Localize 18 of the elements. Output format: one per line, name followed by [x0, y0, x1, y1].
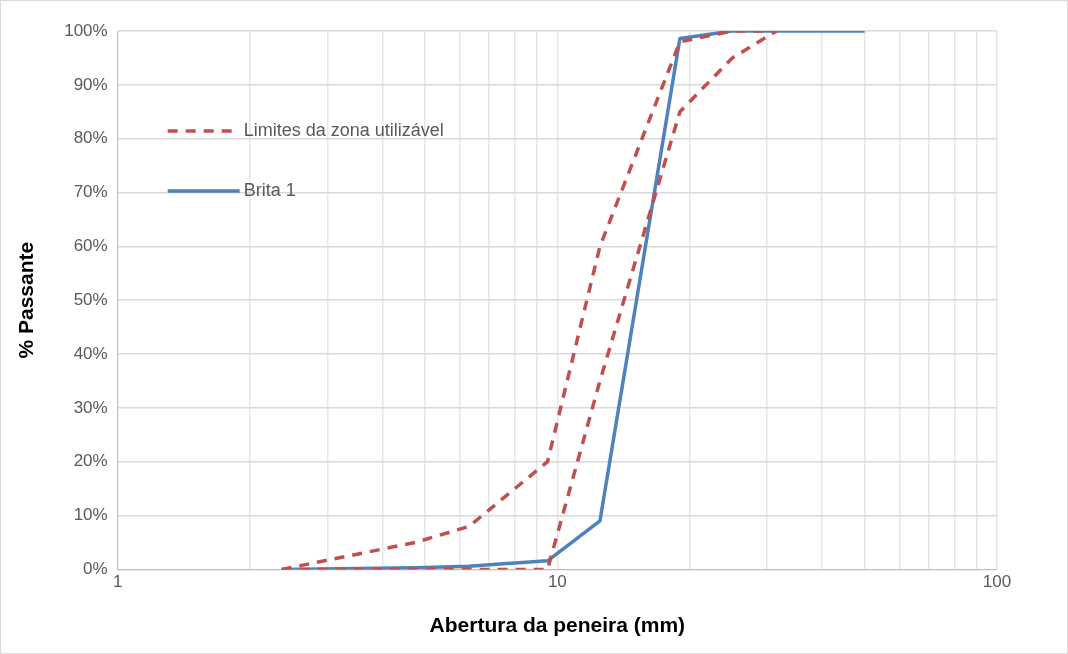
x-tick-label: 1	[112, 572, 123, 592]
legend-label: Brita 1	[243, 179, 296, 200]
y-tick-label: 20%	[73, 451, 108, 471]
legend-label: Limites da zona utilizável	[243, 119, 444, 140]
y-tick-label: 50%	[73, 289, 108, 309]
y-tick-label: 60%	[73, 236, 108, 256]
y-tick-label: 100%	[64, 20, 108, 40]
y-axis-title: % Passante	[14, 241, 38, 359]
x-tick-label: 100	[982, 572, 1012, 592]
y-tick-label: 10%	[73, 505, 108, 525]
y-tick-label: 90%	[73, 74, 108, 94]
x-axis-title: Abertura da peneira (mm)	[429, 613, 686, 637]
y-tick-label: 0%	[83, 559, 108, 579]
y-tick-label: 70%	[73, 182, 108, 202]
x-tick-label: 10	[547, 572, 567, 592]
y-tick-label: 30%	[73, 397, 108, 417]
y-tick-label: 40%	[73, 343, 108, 363]
y-tick-label: 80%	[73, 128, 108, 148]
